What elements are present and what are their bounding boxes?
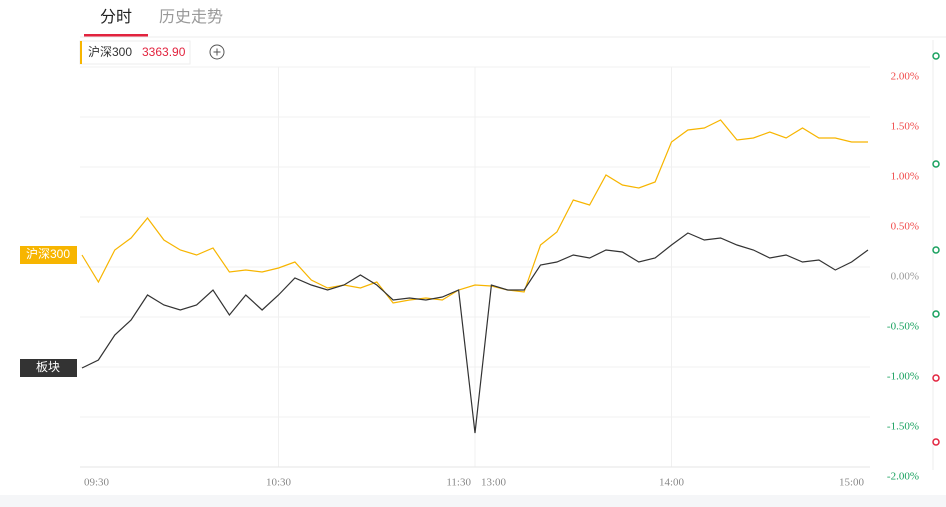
side-marker[interactable]	[932, 246, 940, 254]
tab-active[interactable]: 分时	[100, 8, 132, 26]
x-tick-label: 14:00	[659, 477, 685, 489]
y-tick-label: -2.00%	[887, 471, 919, 483]
x-tick-label: 10:30	[266, 477, 292, 489]
tab-underline	[84, 34, 148, 37]
x-tick-label: 13:00	[481, 477, 507, 489]
series-tag-label: 沪深300	[26, 247, 70, 261]
side-marker[interactable]	[932, 438, 940, 446]
add-icon	[213, 48, 221, 56]
y-tick-label: -1.00%	[887, 371, 919, 383]
footer-band	[0, 495, 946, 507]
tab[interactable]: 历史走势	[159, 8, 223, 26]
series-line	[81, 119, 868, 304]
y-tick-label: -1.50%	[887, 421, 919, 433]
side-marker[interactable]	[932, 310, 940, 318]
series-tag-label: 板块	[36, 360, 60, 374]
y-tick-label: -0.50%	[887, 321, 919, 333]
add-button[interactable]	[209, 44, 225, 60]
y-tick-label: 1.00%	[891, 171, 919, 183]
side-marker[interactable]	[932, 52, 940, 60]
series-line	[81, 232, 869, 434]
x-tick-label: 15:00	[839, 477, 865, 489]
y-tick-label: 0.50%	[891, 221, 919, 233]
side-marker[interactable]	[932, 374, 940, 382]
legend-swatch	[80, 41, 82, 64]
y-tick-label: 1.50%	[891, 121, 919, 133]
side-markers	[932, 52, 940, 446]
x-tick-label: 09:30	[84, 477, 110, 489]
series-tag	[20, 359, 77, 377]
x-tick-label: 11:30	[446, 477, 471, 489]
y-tick-label: 2.00%	[891, 71, 919, 83]
legend-label: 沪深300	[88, 45, 132, 59]
series-tag	[20, 246, 77, 264]
legend-value: 3363.90	[142, 45, 186, 59]
side-marker[interactable]	[932, 160, 940, 168]
y-tick-label: 0.00%	[891, 271, 919, 283]
